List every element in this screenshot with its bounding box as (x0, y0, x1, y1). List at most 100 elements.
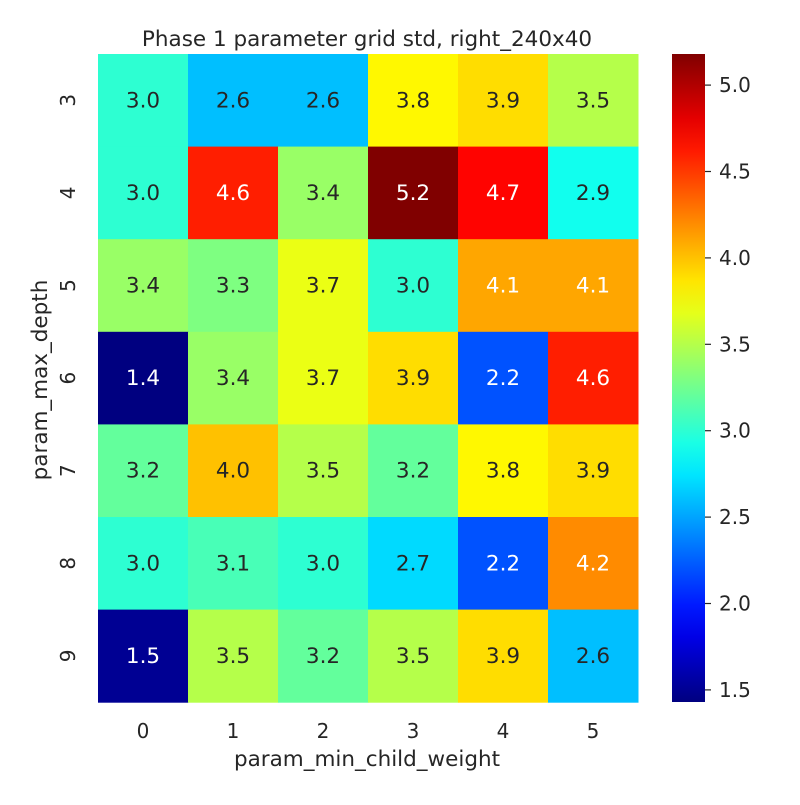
cell-value-label: 2.9 (576, 181, 610, 206)
y-tick-label: 5 (56, 279, 80, 292)
cell-value-label: 3.5 (396, 644, 430, 669)
y-tick-label: 7 (56, 464, 80, 477)
heatmap-cell (278, 331, 369, 425)
heatmap-cell (278, 239, 369, 333)
heatmap-cell (188, 54, 279, 148)
heatmap-cell (368, 424, 459, 518)
cell-value-label: 3.5 (216, 644, 250, 669)
colorbar-tick-label: 4.5 (719, 160, 751, 184)
heatmap-cell (548, 331, 639, 425)
heatmap-cell (98, 146, 189, 240)
colorbar-tick-label: 3.0 (719, 419, 751, 443)
heatmap-cell (188, 609, 279, 703)
cell-annotations: 3.0 2.6 2.6 3.8 3.9 3.5 3.0 4.6 3.4 5.2 4.7 2.9 3.4 3… (126, 88, 610, 669)
heatmap-cells (98, 54, 639, 703)
cell-value-label: 4.0 (216, 459, 250, 484)
heatmap-cell (458, 517, 549, 611)
heatmap-cell (458, 239, 549, 333)
cell-value-label: 3.0 (306, 551, 340, 576)
x-axis-label: param_min_child_weight (234, 747, 500, 772)
heatmap-cell (458, 609, 549, 703)
cell-value-label: 3.1 (216, 551, 250, 576)
cell-value-label: 3.0 (126, 88, 160, 113)
heatmap-cell (368, 517, 459, 611)
colorbar-tick-label: 2.0 (719, 592, 751, 616)
cell-value-label: 3.5 (576, 88, 610, 113)
cell-value-label: 3.4 (126, 274, 160, 299)
cell-value-label: 3.2 (126, 459, 160, 484)
cell-value-label: 2.6 (576, 644, 610, 669)
heatmap-cell (188, 424, 279, 518)
heatmap-cell (278, 54, 369, 148)
heatmap-cell (458, 331, 549, 425)
cell-value-label: 4.2 (576, 551, 610, 576)
heatmap-cell (278, 517, 369, 611)
y-tick-labels: 3 4 5 6 7 8 9 (56, 94, 80, 662)
cell-value-label: 2.6 (216, 88, 250, 113)
cell-value-label: 1.5 (126, 644, 160, 669)
heatmap-cell (98, 54, 189, 148)
cell-value-label: 3.2 (306, 644, 340, 669)
heatmap-cell (98, 517, 189, 611)
colorbar-tick-label: 5.0 (719, 73, 751, 97)
cell-value-label: 3.0 (396, 274, 430, 299)
cell-value-label: 2.7 (396, 551, 430, 576)
heatmap-cell (98, 609, 189, 703)
cell-value-label: 1.4 (126, 366, 160, 391)
x-tick-label: 4 (497, 719, 510, 743)
cell-value-label: 3.9 (486, 644, 520, 669)
heatmap-cell (368, 239, 459, 333)
x-tick-label: 2 (317, 719, 330, 743)
cell-value-label: 4.6 (216, 181, 250, 206)
heatmap-cell (458, 54, 549, 148)
heatmap-cell (458, 146, 549, 240)
heatmap-cell (188, 517, 279, 611)
cell-value-label: 3.3 (216, 274, 250, 299)
x-tick-label: 0 (137, 719, 150, 743)
cell-value-label: 3.4 (306, 181, 340, 206)
cell-value-label: 3.5 (306, 459, 340, 484)
cell-value-label: 4.1 (576, 274, 610, 299)
heatmap-cell (278, 146, 369, 240)
y-tick-label: 6 (56, 372, 80, 385)
cell-value-label: 3.9 (396, 366, 430, 391)
colorbar-tick-label: 3.5 (719, 332, 751, 356)
cell-value-label: 3.4 (216, 366, 250, 391)
cell-value-label: 4.6 (576, 366, 610, 391)
cell-value-label: 3.9 (486, 88, 520, 113)
cell-value-label: 4.7 (486, 181, 520, 206)
heatmap-cell (548, 609, 639, 703)
heatmap-cell (548, 54, 639, 148)
heatmap-cell (548, 146, 639, 240)
cell-value-label: 3.2 (396, 459, 430, 484)
colorbar (672, 54, 705, 702)
heatmap-cell (188, 146, 279, 240)
cell-value-label: 5.2 (396, 181, 430, 206)
heatmap-cell (368, 54, 459, 148)
cell-value-label: 3.0 (126, 181, 160, 206)
cell-value-label: 3.7 (306, 366, 340, 391)
colorbar-ticks: 1.5 2.0 2.5 3.0 3.5 4.0 4.5 5.0 (705, 73, 751, 702)
cell-value-label: 2.2 (486, 366, 520, 391)
y-axis-label: param_max_depth (28, 280, 53, 481)
cell-value-label: 3.8 (486, 459, 520, 484)
x-tick-label: 5 (587, 719, 600, 743)
heatmap-cell (188, 331, 279, 425)
heatmap-cell (278, 424, 369, 518)
heatmap-cell (548, 424, 639, 518)
y-tick-label: 9 (56, 650, 80, 663)
y-tick-label: 4 (56, 187, 80, 200)
x-tick-labels: 0 1 2 3 4 5 (137, 719, 600, 743)
colorbar-tick-label: 1.5 (719, 678, 751, 702)
heatmap-cell (368, 146, 459, 240)
cell-value-label: 3.9 (576, 459, 610, 484)
x-tick-label: 1 (227, 719, 240, 743)
heatmap-cell (278, 609, 369, 703)
cell-value-label: 2.2 (486, 551, 520, 576)
cell-value-label: 2.6 (306, 88, 340, 113)
y-tick-label: 8 (56, 557, 80, 570)
heatmap-cell (368, 609, 459, 703)
heatmap-cell (188, 239, 279, 333)
heatmap-cell (98, 424, 189, 518)
